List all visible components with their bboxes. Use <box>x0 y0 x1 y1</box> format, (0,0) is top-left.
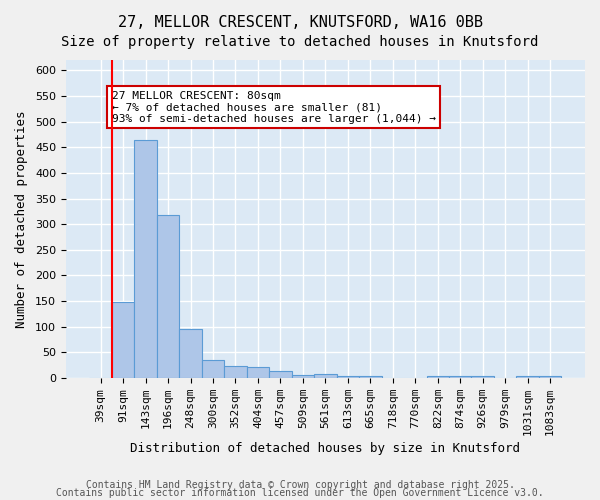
Bar <box>517 376 539 378</box>
Bar <box>269 372 292 378</box>
Text: Contains HM Land Registry data © Crown copyright and database right 2025.: Contains HM Land Registry data © Crown c… <box>86 480 514 490</box>
X-axis label: Distribution of detached houses by size in Knutsford: Distribution of detached houses by size … <box>130 442 520 455</box>
Text: 27, MELLOR CRESCENT, KNUTSFORD, WA16 0BB: 27, MELLOR CRESCENT, KNUTSFORD, WA16 0BB <box>118 15 482 30</box>
Bar <box>134 140 157 378</box>
Bar <box>292 375 314 378</box>
Bar <box>359 376 382 378</box>
Bar <box>539 376 562 378</box>
Bar <box>427 376 449 378</box>
Bar <box>314 374 337 378</box>
Bar <box>157 215 179 378</box>
Bar <box>179 330 202 378</box>
Bar <box>202 360 224 378</box>
Text: Contains public sector information licensed under the Open Government Licence v3: Contains public sector information licen… <box>56 488 544 498</box>
Text: 27 MELLOR CRESCENT: 80sqm
← 7% of detached houses are smaller (81)
93% of semi-d: 27 MELLOR CRESCENT: 80sqm ← 7% of detach… <box>112 91 436 124</box>
Text: Size of property relative to detached houses in Knutsford: Size of property relative to detached ho… <box>61 35 539 49</box>
Bar <box>224 366 247 378</box>
Bar <box>472 376 494 378</box>
Bar <box>247 367 269 378</box>
Y-axis label: Number of detached properties: Number of detached properties <box>15 110 28 328</box>
Bar <box>449 376 472 378</box>
Bar <box>337 376 359 378</box>
Bar <box>112 302 134 378</box>
